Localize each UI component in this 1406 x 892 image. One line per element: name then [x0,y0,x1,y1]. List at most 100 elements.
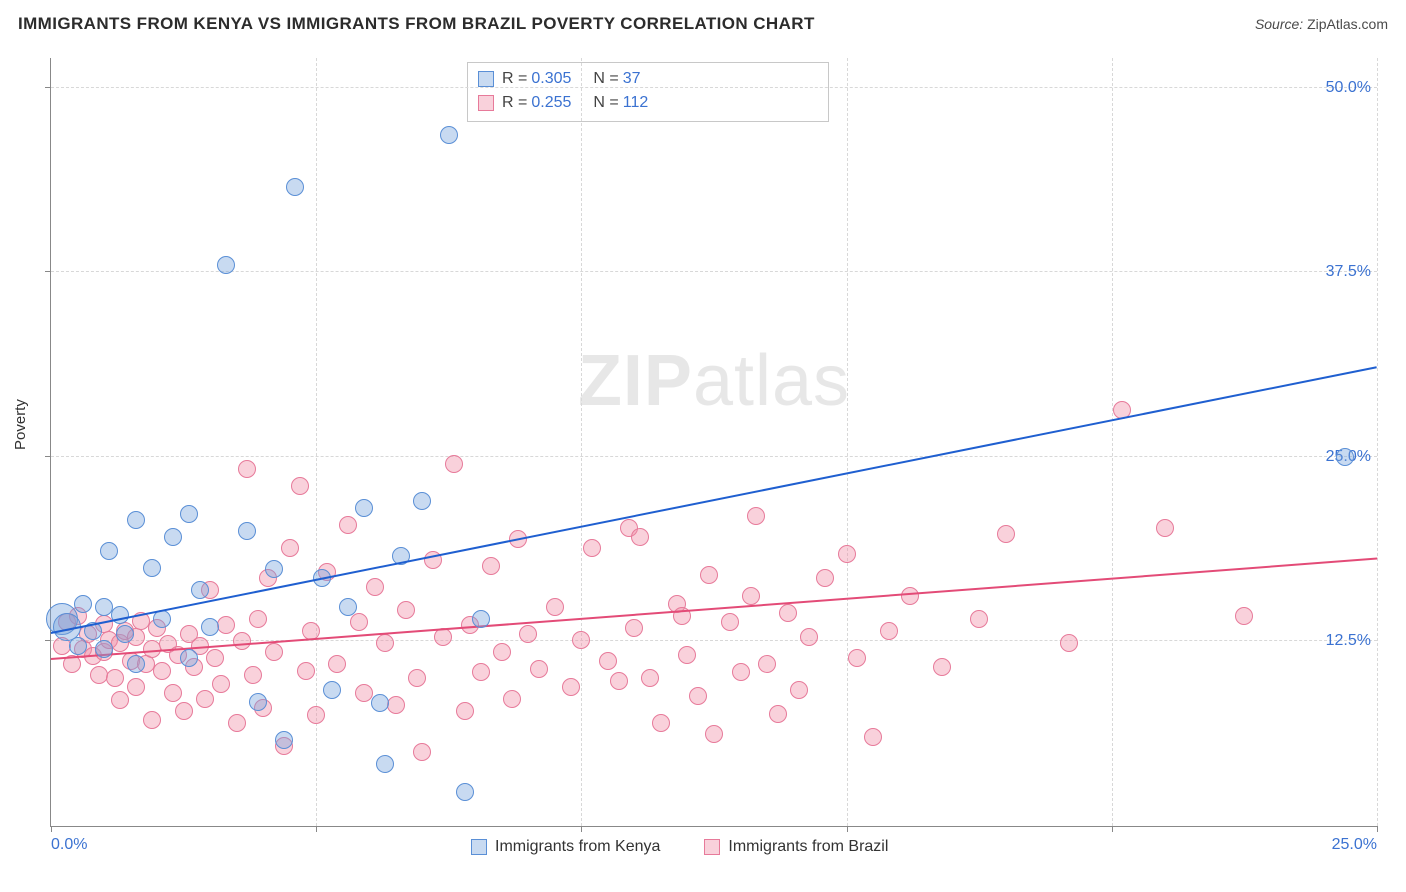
watermark: ZIPatlas [578,340,850,422]
scatter-point-kenya [376,755,394,773]
y-tick-mark [45,640,51,641]
scatter-point-brazil [206,649,224,667]
scatter-point-kenya [100,542,118,560]
y-tick-mark [45,456,51,457]
x-tick-label: 25.0% [1332,836,1377,854]
scatter-point-brazil [816,569,834,587]
scatter-point-brazil [387,696,405,714]
scatter-point-brazil [228,714,246,732]
scatter-point-brazil [493,643,511,661]
trend-line-kenya [51,366,1377,634]
legend-stat-r: R =0.255 [502,91,585,115]
gridline-vertical [847,58,848,826]
source-label: Source: [1255,16,1303,32]
legend-label: Immigrants from Brazil [728,838,888,856]
scatter-point-brazil [769,705,787,723]
scatter-point-brazil [376,634,394,652]
scatter-point-brazil [1156,519,1174,537]
scatter-point-kenya [355,499,373,517]
scatter-point-brazil [838,545,856,563]
scatter-point-brazil [503,690,521,708]
scatter-point-kenya [249,693,267,711]
scatter-point-brazil [864,728,882,746]
watermark-rest: atlas [693,341,850,421]
scatter-point-kenya [339,598,357,616]
gridline-horizontal [51,271,1377,272]
scatter-point-brazil [143,711,161,729]
stats-legend-row-brazil: R =0.255 N =112 [478,91,818,115]
legend-swatch [471,839,487,855]
x-tick-mark [51,826,52,832]
scatter-point-brazil [779,604,797,622]
gridline-vertical [581,58,582,826]
scatter-point-kenya [371,694,389,712]
y-axis-label: Poverty [12,399,29,450]
scatter-point-brazil [1235,607,1253,625]
scatter-point-brazil [238,460,256,478]
gridline-horizontal [51,456,1377,457]
scatter-point-kenya [69,637,87,655]
scatter-point-brazil [631,528,649,546]
scatter-point-brazil [790,681,808,699]
scatter-point-brazil [933,658,951,676]
scatter-point-kenya [472,610,490,628]
scatter-point-brazil [705,725,723,743]
scatter-point-brazil [530,660,548,678]
scatter-point-brazil [641,669,659,687]
legend-stat-n: N =112 [593,91,662,115]
scatter-point-kenya [275,731,293,749]
scatter-point-brazil [678,646,696,664]
scatter-point-kenya [180,649,198,667]
source-value: ZipAtlas.com [1307,16,1388,32]
scatter-point-brazil [366,578,384,596]
scatter-point-brazil [164,684,182,702]
scatter-point-brazil [339,516,357,534]
y-tick-mark [45,87,51,88]
scatter-point-kenya [201,618,219,636]
scatter-point-brazil [997,525,1015,543]
scatter-point-kenya [127,511,145,529]
scatter-point-kenya [116,625,134,643]
scatter-point-brazil [880,622,898,640]
scatter-point-brazil [456,702,474,720]
scatter-point-brazil [1060,634,1078,652]
scatter-point-brazil [196,690,214,708]
scatter-point-kenya [143,559,161,577]
scatter-point-brazil [562,678,580,696]
scatter-point-brazil [111,691,129,709]
scatter-point-brazil [244,666,262,684]
scatter-point-brazil [233,632,251,650]
scatter-point-brazil [742,587,760,605]
scatter-point-brazil [583,539,601,557]
scatter-point-brazil [970,610,988,628]
legend-swatch [478,71,494,87]
legend-swatch [478,95,494,111]
scatter-point-brazil [689,687,707,705]
scatter-point-kenya [265,560,283,578]
scatter-point-brazil [625,619,643,637]
scatter-point-brazil [848,649,866,667]
scatter-point-brazil [328,655,346,673]
x-tick-mark [316,826,317,832]
scatter-point-brazil [652,714,670,732]
legend-swatch [704,839,720,855]
scatter-point-kenya [217,256,235,274]
scatter-point-kenya [286,178,304,196]
scatter-point-brazil [747,507,765,525]
scatter-point-kenya [95,640,113,658]
legend-item-brazil: Immigrants from Brazil [704,838,888,856]
scatter-point-brazil [297,662,315,680]
x-tick-mark [1377,826,1378,832]
scatter-point-brazil [413,743,431,761]
scatter-point-kenya [440,126,458,144]
scatter-point-brazil [307,706,325,724]
watermark-bold: ZIP [578,341,693,421]
scatter-point-brazil [599,652,617,670]
scatter-point-kenya [127,655,145,673]
y-tick-label: 37.5% [1326,263,1371,281]
scatter-point-brazil [249,610,267,628]
scatter-point-brazil [445,455,463,473]
scatter-point-brazil [721,613,739,631]
series-legend: Immigrants from Kenya Immigrants from Bra… [471,838,888,856]
legend-item-kenya: Immigrants from Kenya [471,838,660,856]
